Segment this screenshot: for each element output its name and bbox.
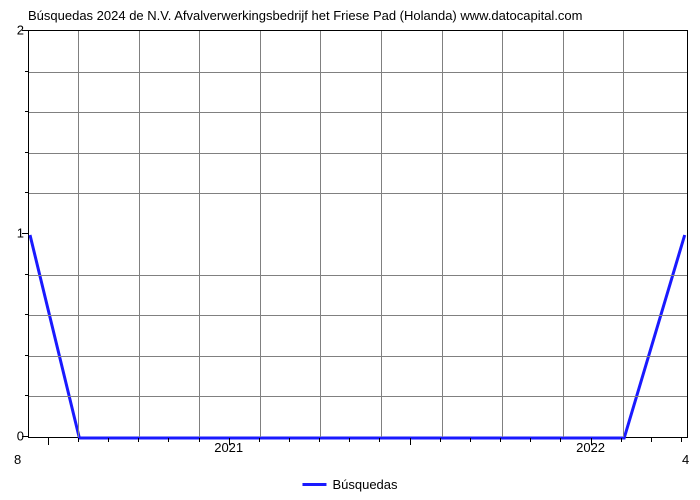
- x-minor-tick: [138, 438, 139, 442]
- x-minor-tick: [500, 438, 501, 442]
- grid-line-h: [29, 396, 687, 397]
- grid-line-h: [29, 112, 687, 113]
- grid-line-v: [78, 31, 79, 437]
- grid-line-v: [502, 31, 503, 437]
- legend-swatch: [302, 483, 326, 486]
- grid-line-v: [623, 31, 624, 437]
- x-minor-tick: [168, 438, 169, 442]
- y-minor-tick: [25, 192, 29, 193]
- x-minor-tick: [681, 438, 682, 442]
- x-minor-tick: [530, 438, 531, 442]
- y-minor-tick: [25, 111, 29, 112]
- y-minor-tick: [25, 274, 29, 275]
- grid-line-v: [563, 31, 564, 437]
- x-minor-tick: [470, 438, 471, 442]
- grid-line-v: [442, 31, 443, 437]
- legend-label: Búsquedas: [332, 477, 397, 492]
- grid-line-h: [29, 315, 687, 316]
- x-minor-tick: [349, 438, 350, 442]
- x-major-tick: [410, 438, 411, 445]
- grid-line-v: [320, 31, 321, 437]
- grid-line-v: [139, 31, 140, 437]
- x-minor-tick: [621, 438, 622, 442]
- x-major-tick: [48, 438, 49, 445]
- x-minor-tick: [289, 438, 290, 442]
- grid-line-h: [29, 72, 687, 73]
- grid-line-h: [29, 193, 687, 194]
- y-minor-tick: [25, 71, 29, 72]
- plot-area: [28, 30, 688, 438]
- x-minor-tick: [560, 438, 561, 442]
- x-minor-tick: [78, 438, 79, 442]
- grid-line-h: [29, 153, 687, 154]
- corner-bottom-right: 4: [682, 452, 689, 467]
- grid-line-h: [29, 275, 687, 276]
- x-minor-tick: [651, 438, 652, 442]
- legend: Búsquedas: [302, 477, 397, 492]
- line-series: [29, 31, 689, 439]
- grid-line-v: [260, 31, 261, 437]
- y-minor-tick: [25, 152, 29, 153]
- x-minor-tick: [440, 438, 441, 442]
- y-minor-tick: [25, 355, 29, 356]
- corner-bottom-left: 8: [14, 452, 21, 467]
- x-tick-label: 2022: [576, 440, 605, 455]
- x-minor-tick: [259, 438, 260, 442]
- chart-title: Búsquedas 2024 de N.V. Afvalverwerkingsb…: [28, 8, 583, 23]
- x-minor-tick: [379, 438, 380, 442]
- grid-line-v: [199, 31, 200, 437]
- y-major-tick: [22, 436, 29, 437]
- y-minor-tick: [25, 395, 29, 396]
- chart-container: Búsquedas 2024 de N.V. Afvalverwerkingsb…: [0, 0, 700, 500]
- grid-line-v: [381, 31, 382, 437]
- y-minor-tick: [25, 314, 29, 315]
- x-minor-tick: [319, 438, 320, 442]
- y-major-tick: [22, 30, 29, 31]
- x-minor-tick: [108, 438, 109, 442]
- y-major-tick: [22, 233, 29, 234]
- grid-line-h: [29, 356, 687, 357]
- x-minor-tick: [199, 438, 200, 442]
- x-tick-label: 2021: [214, 440, 243, 455]
